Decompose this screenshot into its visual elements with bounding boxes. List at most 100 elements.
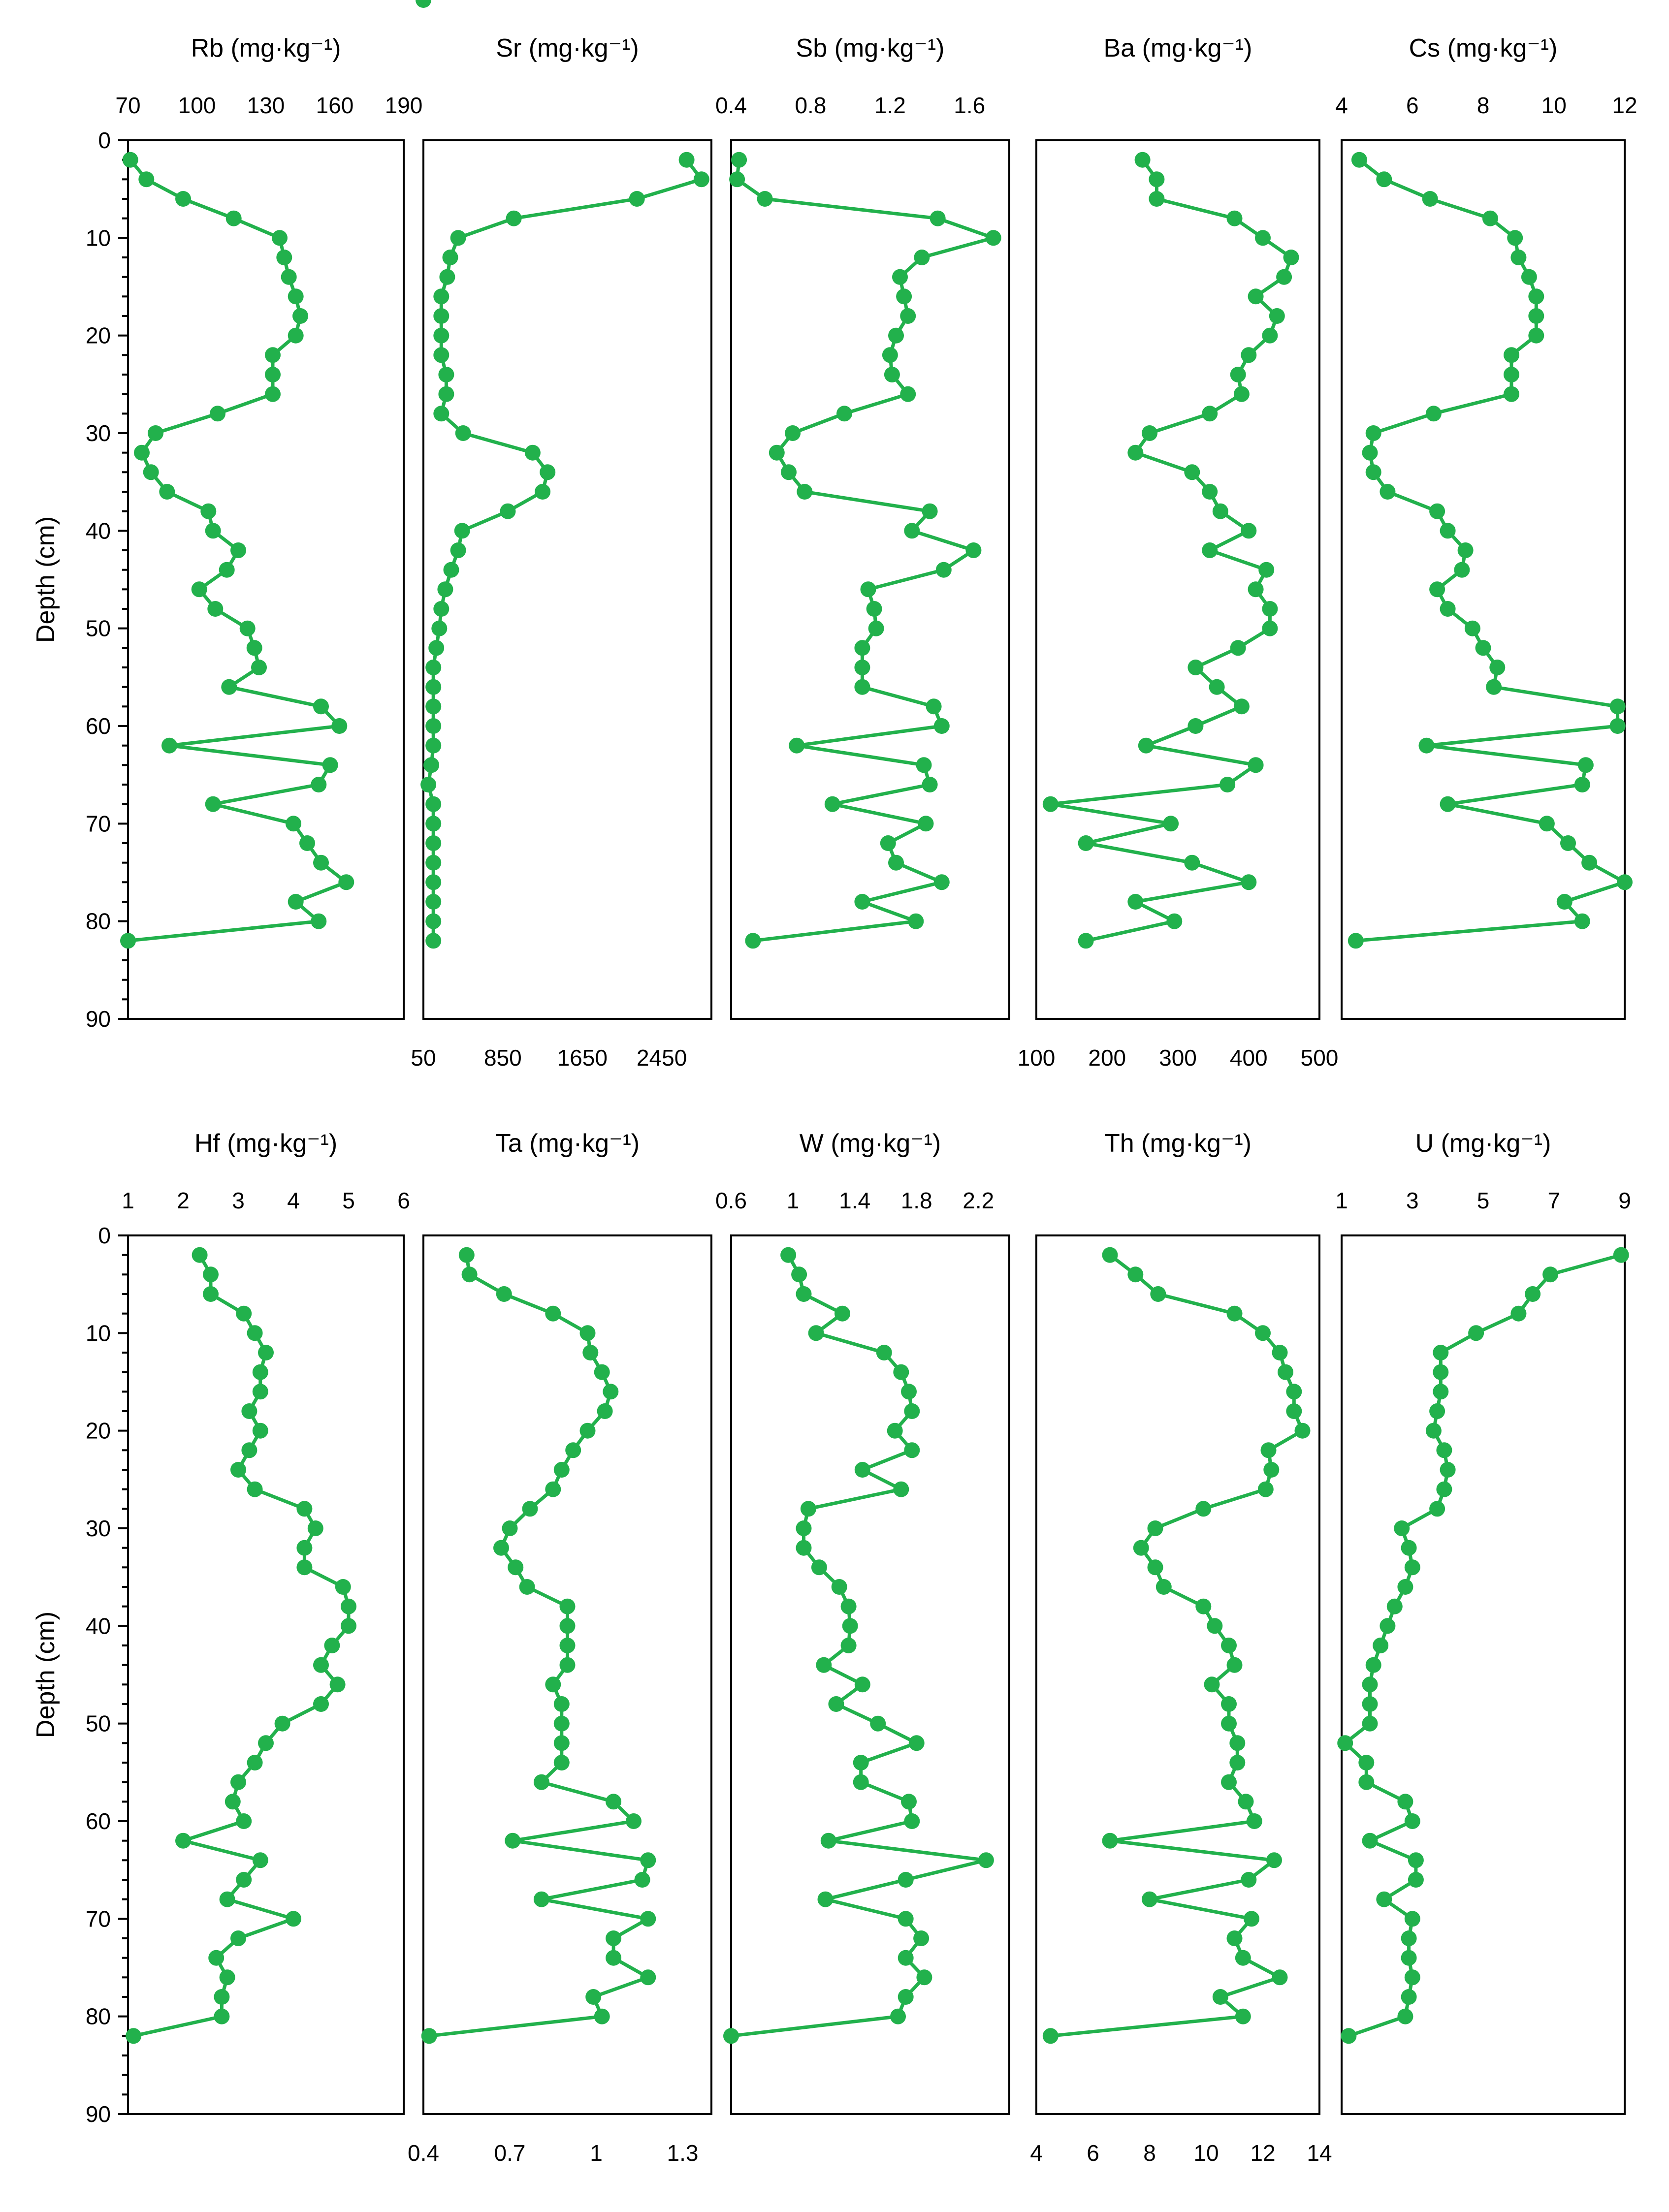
panel-frame [127, 139, 405, 1020]
data-point [519, 1579, 535, 1595]
panel-ta: Ta (mg·kg⁻¹) 0.4 0.7 1 1.3 [408, 1129, 712, 2166]
data-point [914, 250, 930, 265]
data-point [265, 386, 281, 402]
data-point [214, 1989, 230, 2005]
panel-frame [1035, 139, 1320, 1020]
data-point [1613, 1247, 1629, 1263]
data-point [416, 0, 431, 8]
x-tick-label: 100 [1018, 1045, 1056, 1071]
x-tick-label: 1.2 [874, 93, 906, 118]
data-point [1184, 464, 1200, 480]
data-point [896, 288, 912, 305]
data-point [1134, 152, 1151, 168]
data-point [1418, 737, 1435, 754]
data-point [1195, 1501, 1212, 1517]
data-point [214, 2008, 230, 2024]
data-point [1209, 679, 1225, 695]
data-point [322, 757, 338, 773]
data-point [192, 1247, 208, 1263]
data-point [597, 1403, 613, 1419]
x-tick-label: 8 [1477, 93, 1490, 118]
data-point [425, 698, 442, 715]
data-point [258, 1345, 274, 1360]
x-tick-label: 0.4 [408, 2140, 439, 2166]
data-point [423, 757, 440, 773]
panel-title: Rb (mg·kg⁻¹) [191, 34, 341, 63]
data-point [1263, 1462, 1280, 1478]
data-point [425, 816, 442, 832]
data-point [1433, 1345, 1449, 1360]
data-point [1401, 1540, 1417, 1556]
data-point [1422, 191, 1438, 207]
data-point [1433, 1384, 1449, 1400]
y-tick-label: 10 [86, 225, 111, 251]
data-point [1257, 1481, 1274, 1497]
data-point [1262, 327, 1278, 344]
panel-title: Hf (mg·kg⁻¹) [194, 1129, 337, 1158]
data-point [559, 1618, 576, 1634]
data-point [1436, 1442, 1452, 1458]
y-axis-title: Depth (cm) [32, 1612, 60, 1738]
data-point [1276, 269, 1292, 285]
x-tick-label: 3 [1406, 1188, 1419, 1213]
data-point [438, 386, 454, 402]
data-point [553, 1715, 570, 1732]
data-point [450, 542, 466, 558]
data-point [296, 1559, 313, 1576]
x-tick-label: 50 [411, 1045, 436, 1071]
data-point [1440, 796, 1456, 812]
x-tick-label: 2 [177, 1188, 190, 1213]
data-point [854, 1676, 870, 1693]
data-point [200, 503, 217, 519]
data-point [1202, 484, 1218, 500]
data-point [1397, 2008, 1413, 2024]
data-point [926, 698, 942, 715]
data-point [1486, 679, 1502, 695]
data-point [230, 1462, 246, 1478]
data-point [230, 1774, 246, 1790]
data-point [545, 1305, 561, 1322]
series-line [735, 159, 995, 943]
data-point [341, 1598, 356, 1614]
data-point [559, 1598, 576, 1614]
data-point [606, 1930, 622, 1946]
data-point [1380, 1618, 1396, 1634]
data-point [421, 2028, 437, 2044]
data-point [1404, 1813, 1420, 1829]
data-point [985, 230, 1001, 246]
data-point [1202, 406, 1218, 422]
data-point [1226, 210, 1243, 226]
x-tick-label: 200 [1088, 1045, 1126, 1071]
data-point [1127, 444, 1144, 461]
data-point [1138, 737, 1154, 754]
data-point [553, 1696, 570, 1712]
data-point [425, 796, 442, 812]
data-point [535, 484, 551, 500]
data-point [1102, 1247, 1118, 1263]
x-tick-label: 6 [1406, 93, 1419, 118]
data-point [247, 1481, 263, 1497]
data-point [797, 484, 813, 500]
data-point [800, 1501, 816, 1517]
data-point [1155, 1579, 1172, 1595]
data-point [1184, 854, 1200, 871]
data-point [918, 816, 934, 832]
y-tick-label: 90 [86, 2101, 111, 2127]
data-point [205, 523, 221, 539]
data-point [1358, 1774, 1375, 1790]
data-point [870, 1715, 886, 1732]
data-point [219, 562, 235, 578]
data-point [796, 1520, 812, 1536]
data-point [425, 737, 442, 754]
data-point [191, 581, 207, 598]
data-point [313, 854, 329, 871]
data-point [425, 913, 442, 929]
data-point [1351, 152, 1367, 168]
data-point [1341, 2028, 1357, 2044]
data-point [236, 1872, 252, 1888]
data-point [1221, 1774, 1237, 1790]
data-point [836, 406, 852, 422]
data-point [288, 288, 304, 305]
y-axis-title: Depth (cm) [32, 516, 60, 643]
